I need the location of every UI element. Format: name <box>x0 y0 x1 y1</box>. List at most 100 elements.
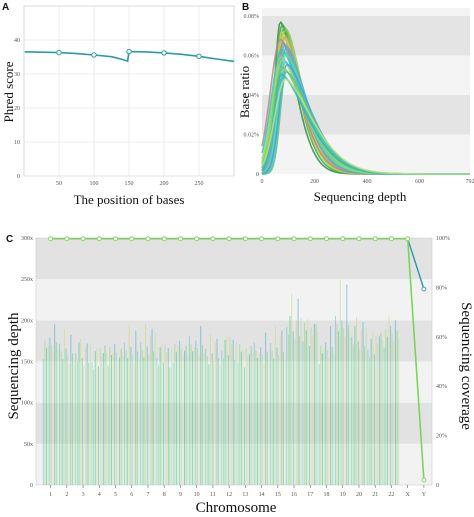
depth-bar <box>380 332 382 485</box>
depth-bar <box>226 335 228 485</box>
x-tick-label: 1 <box>49 492 52 498</box>
depth-bar <box>231 344 233 485</box>
coverage-marker <box>421 477 427 483</box>
depth-bar <box>286 326 288 485</box>
depth-bar <box>393 341 395 485</box>
depth-bar <box>211 353 213 485</box>
coverage-marker <box>210 236 216 242</box>
depth-bar <box>321 353 323 485</box>
x-ticks-b: 0 200 400 600 792 <box>261 179 474 185</box>
depth-bar <box>101 355 103 485</box>
x-tick-label: X <box>405 492 410 498</box>
depth-bar <box>75 353 77 485</box>
depth-bar <box>305 330 307 485</box>
depth-bar <box>54 324 56 485</box>
x-tick-label: 400 <box>363 179 372 185</box>
depth-bar <box>184 350 186 485</box>
depth-bar <box>94 351 96 485</box>
depth-bar <box>107 365 109 485</box>
y-tick-label: 0 <box>17 174 20 180</box>
depth-bar <box>258 354 260 485</box>
depth-bar <box>356 317 358 485</box>
depth-bar <box>279 336 281 485</box>
x-tick-label: Y <box>422 492 427 498</box>
depth-bar <box>206 356 208 485</box>
depth-bar <box>76 361 78 485</box>
y2-axis-title-c: Sequencing coverage <box>458 302 474 430</box>
x-tick-label: 3 <box>82 492 85 498</box>
depth-bar <box>257 358 259 485</box>
depth-bars <box>42 279 400 485</box>
y2-tick-label: 100% <box>436 236 450 242</box>
depth-bar <box>271 350 273 485</box>
y2-tick-label: 0 <box>436 483 439 489</box>
coverage-marker <box>194 236 200 242</box>
depth-bar <box>294 339 296 485</box>
x-tick-label: 50 <box>56 181 62 187</box>
depth-bar <box>55 342 57 485</box>
depth-bar <box>354 326 356 485</box>
depth-bar <box>339 279 341 485</box>
depth-bar <box>222 358 224 485</box>
coverage-marker <box>388 236 394 242</box>
depth-bar <box>273 358 275 485</box>
depth-bar <box>102 352 104 485</box>
depth-bar <box>214 342 216 485</box>
x-tick-label: 14 <box>259 492 265 498</box>
depth-bar <box>109 347 111 485</box>
depth-bar <box>167 348 169 485</box>
depth-bar <box>239 344 241 485</box>
depth-bar <box>156 358 158 485</box>
band <box>262 134 470 174</box>
phred-marker <box>56 49 62 56</box>
phred-markers <box>56 48 202 60</box>
depth-bar <box>143 357 145 485</box>
depth-bar <box>57 349 59 485</box>
phred-marker <box>161 50 167 56</box>
depth-bar <box>287 334 289 485</box>
depth-bar <box>364 346 366 485</box>
panel-c-chromosome-chart: C 0 50x 100x 150x 200x 250x 300x 0 20% 40% 60% 80%… <box>6 234 474 516</box>
depth-bar <box>375 335 377 485</box>
depth-bar <box>110 354 112 485</box>
depth-bar <box>59 343 61 485</box>
depth-bar <box>188 335 190 485</box>
x-tick-label: 250 <box>195 181 204 187</box>
coverage-marker <box>48 236 54 242</box>
y-tick-label: 30 <box>14 72 20 78</box>
depth-bar <box>130 347 132 485</box>
x-ticks-a: 50 100 150 200 250 <box>56 181 204 187</box>
depth-bar <box>244 367 246 485</box>
depth-bar <box>120 348 122 485</box>
depth-bar <box>391 333 393 485</box>
depth-bar <box>213 361 215 485</box>
coverage-marker <box>80 236 86 242</box>
depth-bar <box>289 316 291 485</box>
depth-bar <box>171 348 173 485</box>
depth-bar <box>177 346 179 485</box>
x-tick-label: 15 <box>275 492 281 498</box>
depth-bar <box>315 324 317 485</box>
depth-bar <box>373 354 375 485</box>
depth-bar <box>370 338 372 485</box>
depth-bar <box>347 325 349 485</box>
x-tick-label: 17 <box>307 492 313 498</box>
depth-bar <box>162 362 164 485</box>
depth-bar <box>85 347 87 485</box>
depth-bar <box>313 323 315 485</box>
depth-bar <box>154 332 156 485</box>
depth-bar <box>72 353 74 485</box>
depth-bar <box>221 350 223 485</box>
depth-bar <box>192 351 194 485</box>
y-tick-label: 150x <box>21 360 33 366</box>
coverage-marker <box>177 236 183 242</box>
depth-bar <box>234 360 236 485</box>
coverage-marker <box>275 236 281 242</box>
depth-bar <box>52 352 54 485</box>
depth-bar <box>193 347 195 485</box>
depth-bar <box>317 332 319 485</box>
coverage-marker <box>64 236 70 242</box>
x-tick-label: 4 <box>98 492 101 498</box>
x-tick-label: 792 <box>466 179 474 185</box>
coverage-marker <box>340 236 346 242</box>
